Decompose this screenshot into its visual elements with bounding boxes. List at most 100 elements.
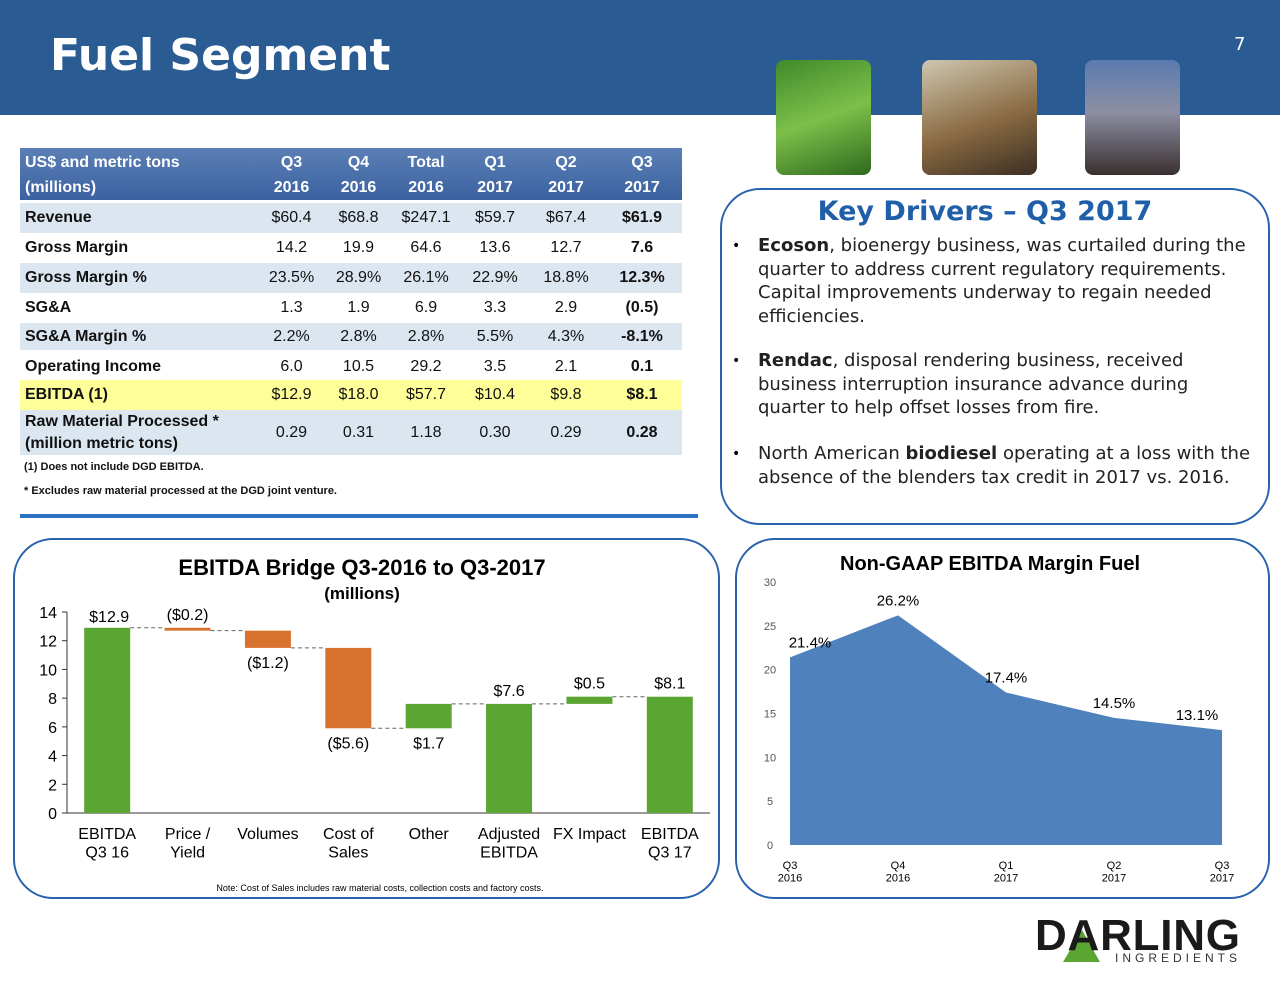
header-cell: Q3 [631,153,653,171]
data-label: $1.7 [413,735,444,752]
bullet-dot: • [732,353,741,369]
y-tick-label: 4 [48,749,57,766]
table-cell: 1.9 [347,299,370,316]
data-label: $12.9 [89,609,129,626]
bar [405,703,452,729]
y-tick-label: 30 [764,577,776,589]
y-tick-label: 12 [39,634,57,651]
data-label: 26.2% [877,592,920,609]
table-cell: $57.7 [405,386,447,403]
table-cell: $18.0 [338,386,379,403]
header-band [0,0,1280,115]
table-cell: 22.9% [472,269,518,286]
table-cell: $8.1 [626,386,658,403]
drivers-title: Key Drivers – Q3 2017 [817,196,1153,227]
header-cell: Total [407,153,445,171]
bullet-part: North American [758,443,906,464]
bar [325,647,372,729]
bar [486,703,533,813]
table-cell: 3.3 [483,299,507,316]
x-tick-label: Volumes [237,826,298,843]
data-label: ($5.6) [327,735,369,752]
table-cell: 0.31 [342,423,375,441]
table-cell: 64.6 [410,239,442,256]
y-tick-label: 10 [764,752,776,764]
logo-name: DARLING [1035,911,1240,960]
table-cell: 12.3% [619,269,665,286]
header-cell: 2016 [273,178,310,196]
table-cell: 23.5% [268,269,315,286]
header-cell: 2016 [408,178,444,196]
x-tick-label: Q4 2016 [886,860,910,885]
table-cell: 13.6 [479,239,511,256]
table-cell: SG&A [25,299,72,316]
photo [922,60,1037,175]
x-tick-label: Q2 2017 [1102,860,1126,885]
bullet-part: , disposal rendering business, received … [758,350,1189,418]
table-cell: $247.1 [401,209,451,226]
data-label: $7.6 [493,683,524,700]
x-tick-label: Cost of Sales [323,826,374,861]
table-row [20,203,682,233]
bullet-text: North American biodiesel operating at a … [758,442,1253,489]
x-tick-label: EBITDA Q3 16 [78,826,136,861]
chart-box [735,538,1270,899]
table-cell: 4.3% [547,327,585,345]
data-label: 13.1% [1176,707,1219,724]
table-cell: 1.18 [410,423,442,441]
photo [776,60,871,175]
bullet-part: biodiesel [905,443,998,464]
table-cell: 0.30 [479,423,511,441]
table-cell: 2.1 [554,357,578,375]
header-cell: 2017 [624,178,660,196]
table-cell: 1.3 [280,299,303,316]
table-cell: 26.1% [403,269,449,286]
y-tick-label: 25 [764,621,776,633]
chart-note: Note: Cost of Sales includes raw materia… [216,883,543,893]
data-label: $8.1 [654,676,685,693]
table-cell: 10.5 [342,357,375,375]
table-note: (1) Does not include DGD EBITDA. [24,461,204,473]
table-cell: 5.5% [476,327,514,345]
table-header-bg [20,148,682,200]
table-cell: 7.6 [630,239,654,256]
data-label: 14.5% [1093,695,1136,712]
table-cell: 0.1 [630,357,654,375]
photo [1085,60,1180,175]
table-cell: $10.4 [474,386,516,403]
table-cell: 2.8% [340,327,377,345]
table-cell: Gross Margin [25,239,129,256]
x-tick-label: Other [409,826,450,843]
header-cell: Q1 [484,153,506,171]
table-note: * Excludes raw material processed at the… [24,485,337,497]
bullet-text: Ecoson, bioenergy business, was curtaile… [758,234,1253,328]
table-row [20,293,682,323]
header-cell: (millions) [25,178,97,196]
y-tick-label: 5 [767,796,773,808]
data-label: 17.4% [985,669,1028,686]
y-tick-label: 8 [48,691,57,708]
table-cell: 0.28 [626,423,658,441]
table-cell: $68.8 [338,209,379,226]
bullet-dot: • [732,446,741,462]
header-cell: Q4 [347,153,370,171]
table-cell: $60.4 [271,209,312,226]
table-cell: 2.2% [273,327,310,345]
table-cell: 14.2 [275,239,308,256]
chart-title: EBITDA Bridge Q3-2016 to Q3-2017 [178,555,545,580]
y-tick-label: 14 [39,605,57,622]
drivers-box [720,188,1270,525]
x-tick-label: Q3 2017 [1210,860,1234,885]
bullet-dot: • [732,238,741,254]
y-tick-label: 6 [48,720,57,737]
x-tick-label: Adjusted EBITDA [478,826,540,861]
page-number: 7 [1234,34,1246,55]
divider [20,514,698,518]
table-cell: $61.9 [621,209,663,226]
logo-mark [1063,930,1100,962]
slide-title: Fuel Segment [50,30,391,81]
header-cell: 2017 [477,178,513,196]
table-cell: Gross Margin % [25,269,147,286]
bar [244,630,291,648]
